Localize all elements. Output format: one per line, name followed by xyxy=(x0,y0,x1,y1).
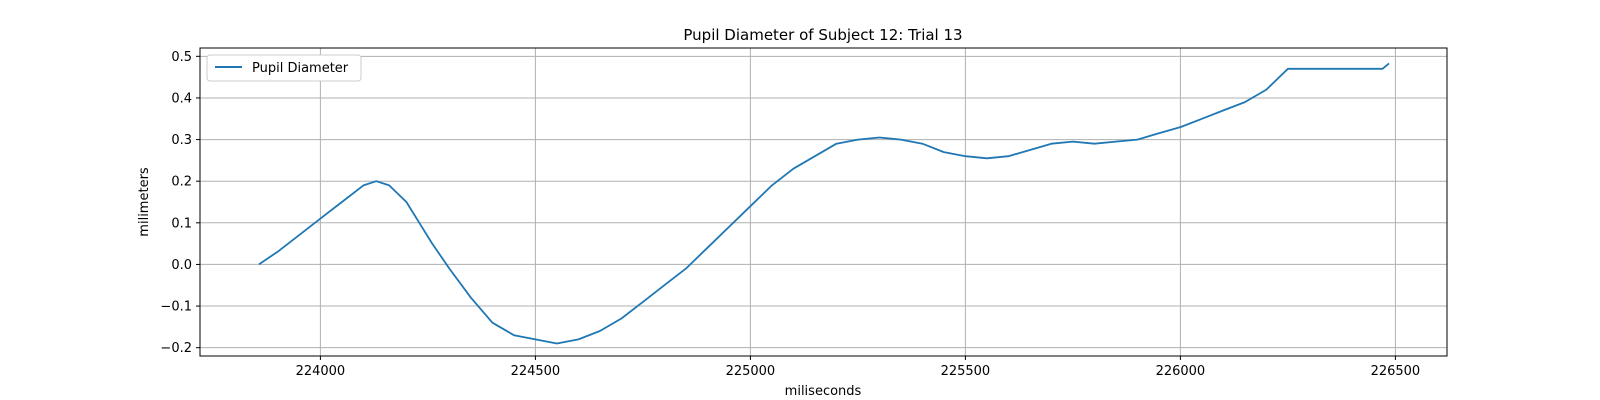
plot-frame xyxy=(199,47,1448,357)
series-line-pupil-diameter xyxy=(258,62,1390,345)
legend-label: Pupil Diameter xyxy=(252,61,349,76)
y-tick-label: 0.0 xyxy=(171,258,192,273)
x-axis-label: miliseconds xyxy=(785,384,862,399)
x-tick-label: 224500 xyxy=(511,364,561,379)
x-tick-label: 225500 xyxy=(941,364,991,379)
y-tick-label: −0.1 xyxy=(160,300,192,315)
legend-box xyxy=(206,54,362,82)
x-tick-label: 226500 xyxy=(1371,364,1421,379)
y-tick-label: −0.2 xyxy=(160,341,192,356)
series-layer xyxy=(258,62,1390,345)
x-tick-label: 226000 xyxy=(1156,364,1206,379)
x-tick-label: 225000 xyxy=(726,364,776,379)
plot-background xyxy=(200,48,1447,356)
grid-layer xyxy=(200,48,1447,356)
y-tick-label: 0.2 xyxy=(171,175,192,190)
tick-layer: 224000 224500 225000 225500 226000 226500 −0.2… xyxy=(160,50,1420,379)
y-axis-label: milimeters xyxy=(137,167,152,237)
y-tick-label: 0.4 xyxy=(171,91,192,106)
y-tick-label: 0.5 xyxy=(171,50,192,65)
y-tick-label: 0.3 xyxy=(171,133,192,148)
legend: Pupil Diameter xyxy=(206,54,362,82)
x-tick-label: 224000 xyxy=(296,364,346,379)
y-tick-label: 0.1 xyxy=(171,216,192,231)
chart-title: Pupil Diameter of Subject 12: Trial 13 xyxy=(683,26,962,44)
